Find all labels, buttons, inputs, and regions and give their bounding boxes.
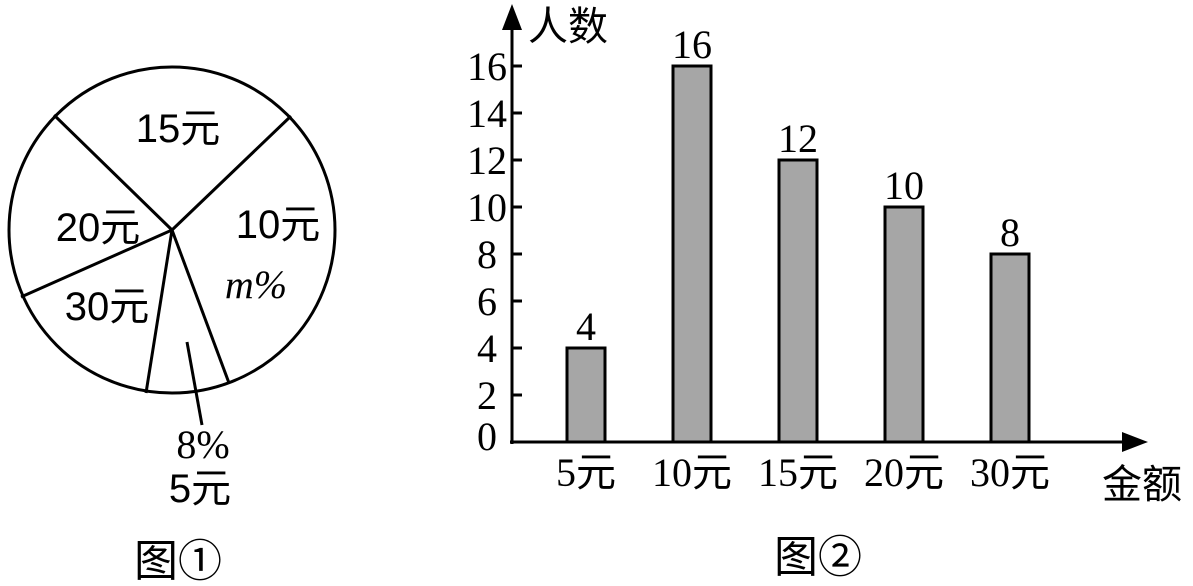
pie-divider-20-15 [52,113,174,232]
bar-5 [989,252,1031,444]
pie-divider-10-5 [170,229,231,384]
pie-label-5: 5元 [169,467,231,511]
y-tick-label-0: 0 [477,414,497,459]
y-axis-title: 人数 [528,4,608,49]
y-tick-label-10: 10 [467,185,507,230]
x-category-label-4: 20元 [864,450,944,495]
bars: 4 5元 16 10元 12 15元 10 20元 8 30元 [556,22,1050,495]
x-axis-arrow [1122,432,1148,452]
bar-1 [565,346,607,444]
bar-value-label-5: 8 [1000,210,1020,255]
bar-value-label-4: 10 [884,163,924,208]
y-tick-label-14: 14 [467,91,507,136]
bar-value-label-1: 4 [576,304,596,349]
y-tick-label-4: 4 [477,326,497,371]
bar-2 [671,64,713,444]
pie-divider-30-20 [20,228,173,299]
x-category-label-3: 15元 [758,450,838,495]
pie-caption: 图① [134,537,222,586]
bar-value-label-3: 12 [778,116,818,161]
pie-divider-15-10 [170,114,293,232]
pie-pointer-5 [185,341,204,426]
pie-divider-5-30 [144,229,174,394]
y-tick-label-16: 16 [467,44,507,89]
bar-caption: 图② [774,533,862,582]
y-tick-label-2: 2 [477,373,497,418]
pie-label-10: 10元 [236,203,321,247]
y-tick-label-12: 12 [467,138,507,183]
y-tick-label-6: 6 [477,279,497,324]
x-category-label-1: 5元 [556,450,616,495]
pie-label-30: 30元 [65,285,150,329]
y-axis-arrow [502,4,522,30]
pie-chart: 15元 20元 10元 m% 30元 8% 5元 图① [7,65,337,586]
pie-value-10: m% [225,262,287,307]
x-category-label-5: 30元 [970,450,1050,495]
pie-value-5: 8% [176,422,229,467]
y-tick-label-8: 8 [477,232,497,277]
pie-outline [7,65,337,395]
bar-4 [883,205,925,444]
x-axis-title: 金额 [1102,462,1182,507]
bar-value-label-2: 16 [672,22,712,67]
x-category-label-2: 10元 [652,450,732,495]
pie-label-20: 20元 [56,206,141,250]
pie-label-15: 15元 [136,107,221,151]
bar-3 [777,158,819,444]
